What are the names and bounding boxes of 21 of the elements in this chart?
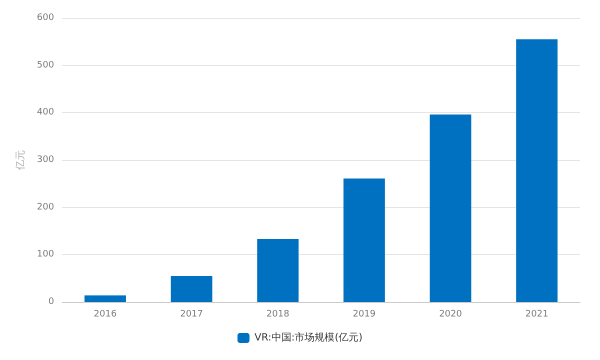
y-axis-title: 亿元 xyxy=(16,150,26,171)
x-tick-label: 2020 xyxy=(439,310,462,320)
bar xyxy=(516,39,558,302)
bar xyxy=(170,276,212,302)
y-tick-label: 0 xyxy=(48,297,54,307)
bar xyxy=(257,239,299,302)
y-tick-label: 500 xyxy=(36,60,54,70)
x-tick-label: 2018 xyxy=(266,310,290,320)
bar xyxy=(84,295,126,302)
legend-label: VR:中国:市场规模(亿元) xyxy=(254,332,363,344)
bar xyxy=(343,178,385,302)
x-tick-label: 2016 xyxy=(94,310,117,320)
y-tick-label: 400 xyxy=(36,108,54,118)
x-tick-label: 2017 xyxy=(180,310,204,320)
x-tick-label: 2019 xyxy=(352,310,376,320)
bar xyxy=(430,114,472,302)
y-tick-label: 200 xyxy=(36,202,54,212)
y-tick-label: 100 xyxy=(36,250,54,260)
y-tick-label: 300 xyxy=(36,155,54,165)
y-tick-label: 600 xyxy=(36,13,54,23)
x-tick-label: 2021 xyxy=(525,310,548,320)
